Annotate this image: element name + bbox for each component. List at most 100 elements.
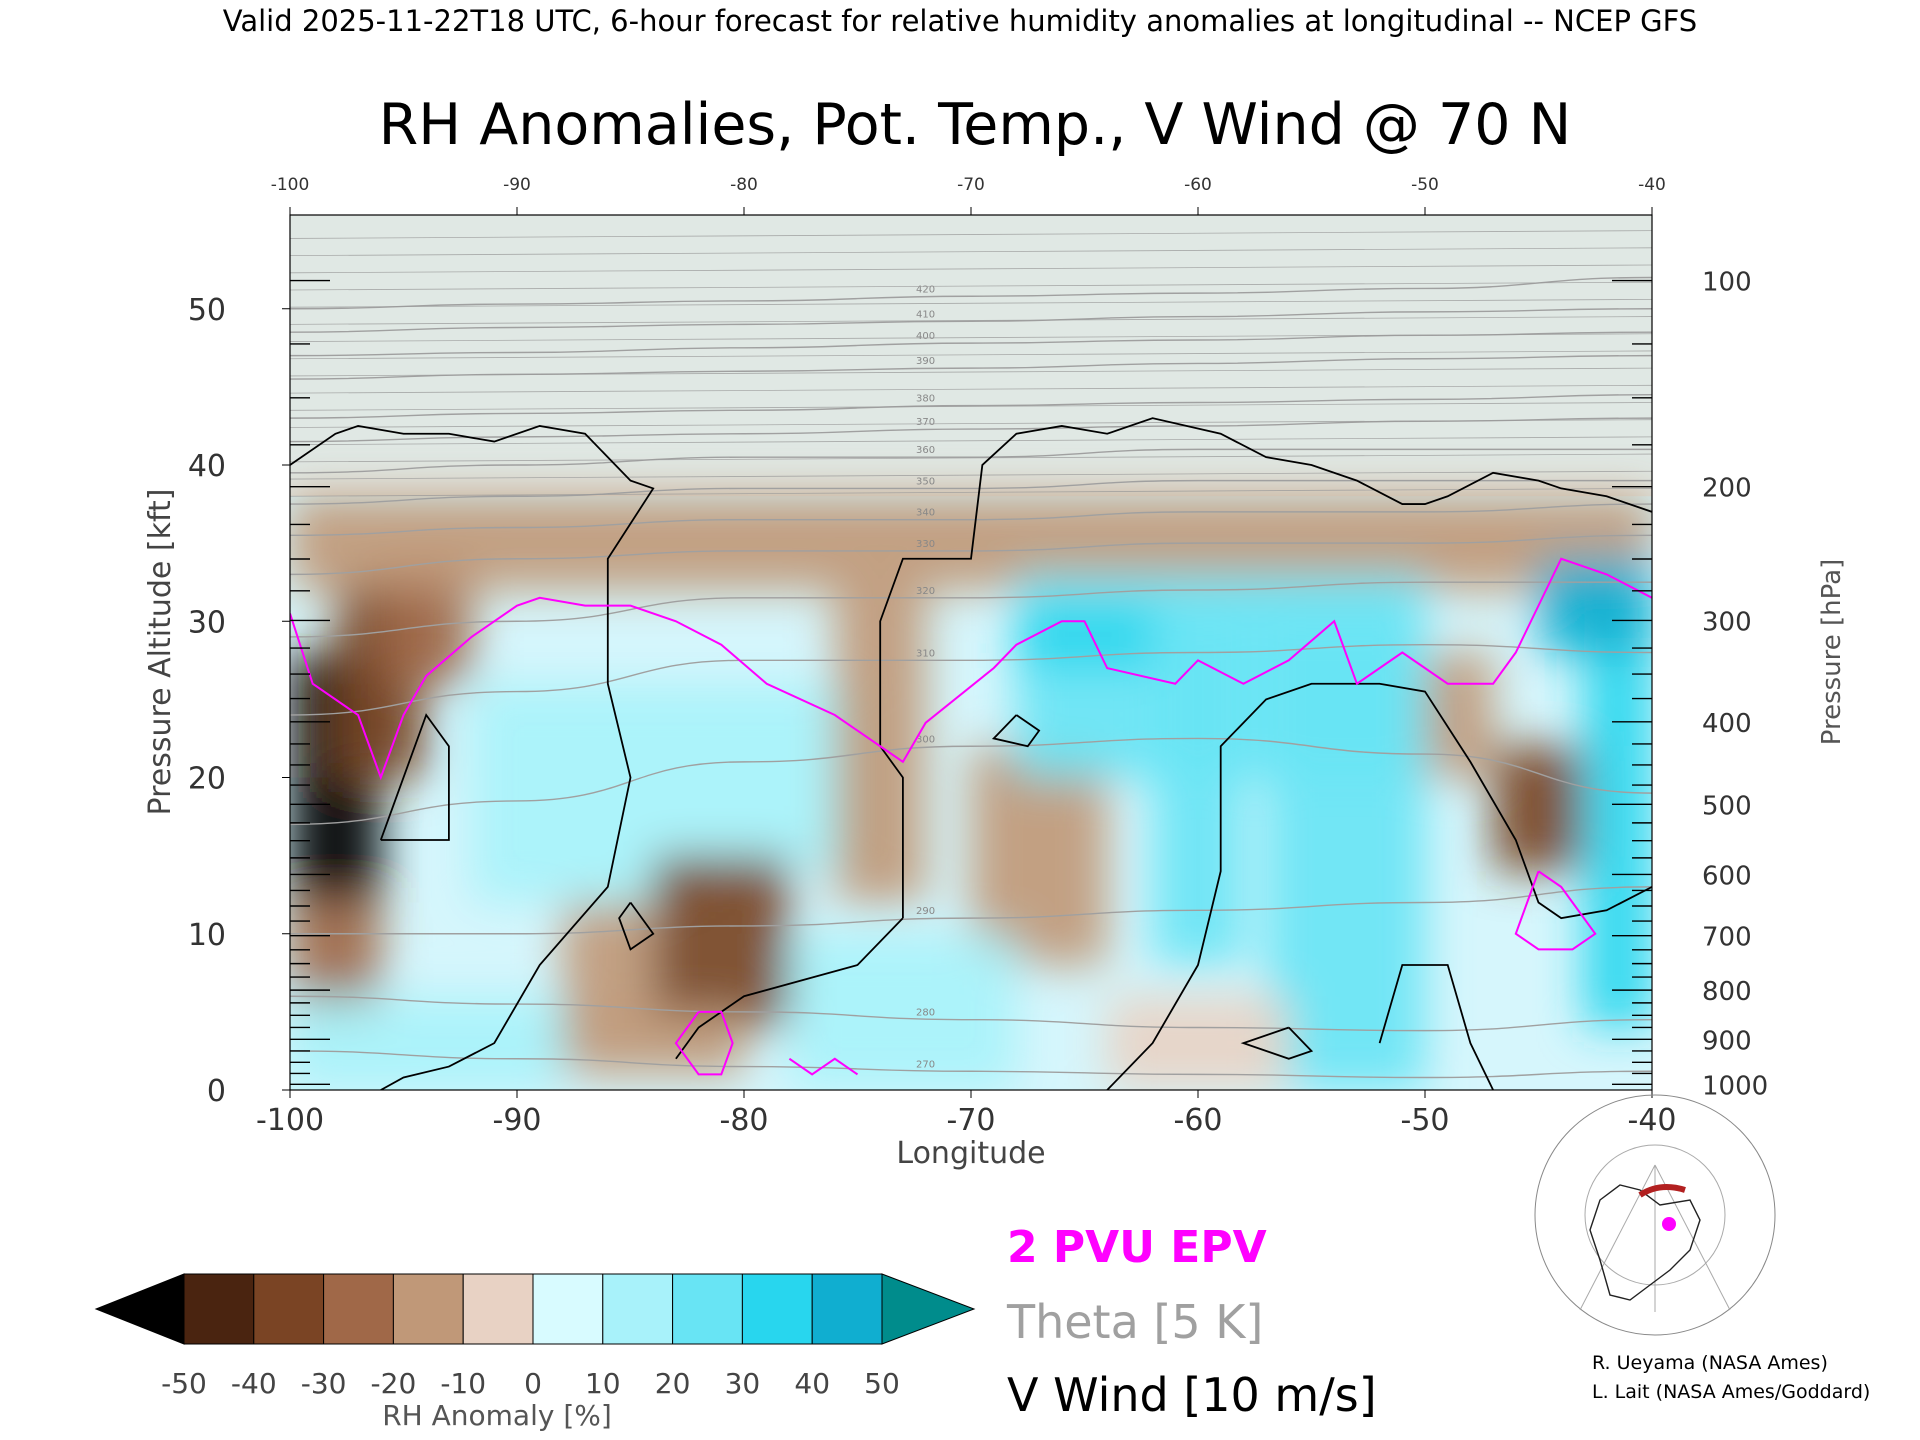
v-wind-line xyxy=(1240,1026,1314,1060)
x-tick-label: -60 xyxy=(1174,1103,1223,1138)
legend-vwind: V Wind [10 m/s] xyxy=(1007,1368,1377,1422)
y-tick-label: 10 xyxy=(188,918,226,953)
colorbar-segment xyxy=(672,1273,743,1345)
credit-line-1: R. Ueyama (NASA Ames) xyxy=(1592,1352,1828,1374)
theta-label: 320 xyxy=(916,586,935,597)
colorbar-segment xyxy=(392,1273,464,1345)
rh-cell xyxy=(1266,621,1425,1090)
epv-blob xyxy=(788,1057,859,1076)
theta-strat-line xyxy=(290,281,1652,291)
v-wind-line xyxy=(879,745,904,919)
colorbar-tick-label: 30 xyxy=(725,1367,761,1400)
colorbar-tick-label: -10 xyxy=(440,1367,486,1400)
theta-strat-line xyxy=(290,298,1652,308)
colorbar-segment xyxy=(741,1273,813,1345)
map-location-marker xyxy=(1662,1217,1676,1231)
epv-contours xyxy=(290,557,1652,1076)
colorbar: -50 -40 -30 -20 -10 0 10 20 30 40 50 xyxy=(94,1273,976,1400)
theta-strat-line xyxy=(290,402,1652,411)
theta-strat-line xyxy=(290,419,1652,428)
y-tick-label: 20 xyxy=(188,762,226,797)
theta-strat-line xyxy=(290,333,1652,342)
pressure-tick-label: 500 xyxy=(1702,791,1752,821)
theta-line xyxy=(290,308,1652,333)
epv-blob xyxy=(1514,870,1597,951)
colorbar-tick-label: 10 xyxy=(585,1367,621,1400)
pressure-tick-label: 700 xyxy=(1702,923,1752,953)
theta-label: 420 xyxy=(916,284,935,295)
upper-background xyxy=(290,215,1652,497)
chart-title: RH Anomalies, Pot. Temp., V Wind @ 70 N xyxy=(378,92,1572,158)
rh-cell xyxy=(1107,996,1289,1090)
colorbar-tick-label: -20 xyxy=(371,1367,417,1400)
colorbar-segment xyxy=(183,1273,255,1345)
x-top-tick-label: -90 xyxy=(503,175,531,195)
theta-strat-line xyxy=(290,264,1652,274)
rh-cell xyxy=(1152,621,1244,965)
theta-label: 380 xyxy=(916,394,935,405)
rh-cell xyxy=(971,746,1108,965)
theta-contours: 270 280 290 300 310 320 330 340 350 360 370 380 390 4… xyxy=(290,230,1652,1079)
v-wind-line xyxy=(379,713,450,841)
theta-line xyxy=(290,276,1652,310)
theta-line xyxy=(290,643,1652,716)
theta-label: 330 xyxy=(916,539,935,550)
theta-label: 410 xyxy=(916,309,935,320)
y2-axis-label: Pressure [hPa] xyxy=(1817,559,1847,746)
theta-label: 270 xyxy=(916,1059,935,1070)
x-top-tick-label: -50 xyxy=(1411,175,1439,195)
theta-strat-line xyxy=(290,470,1652,480)
pressure-tick-label: 600 xyxy=(1702,861,1752,891)
colorbar-segment xyxy=(532,1273,604,1345)
theta-strat-line xyxy=(290,384,1652,394)
x-tick-label: -50 xyxy=(1401,1103,1450,1138)
y-tick-label: 0 xyxy=(207,1074,226,1109)
theta-label: 360 xyxy=(916,445,935,456)
x-tick-label: -90 xyxy=(493,1103,542,1138)
pressure-tick-marks xyxy=(290,279,1652,1086)
theta-label: 400 xyxy=(916,331,935,342)
theta-line xyxy=(290,448,1652,474)
epv-line xyxy=(290,557,1652,781)
theta-line xyxy=(290,503,1652,537)
theta-line xyxy=(290,479,1652,505)
location-map xyxy=(1534,1094,1776,1336)
v-wind-line xyxy=(1106,682,1652,1090)
x-axis-label: Longitude xyxy=(896,1136,1045,1171)
colorbar-tick-label: -30 xyxy=(301,1367,347,1400)
x-tick-label: -70 xyxy=(947,1103,996,1138)
v-wind-line xyxy=(879,417,1652,747)
v-wind-line xyxy=(675,917,904,1060)
v-wind-line xyxy=(290,425,655,1090)
pressure-tick-label: 1000 xyxy=(1702,1071,1768,1101)
rh-cell xyxy=(562,1011,744,1075)
rh-cell xyxy=(1016,605,1153,669)
theta-line xyxy=(290,737,1652,826)
y-axis-label: Pressure Altitude [kft] xyxy=(143,489,178,816)
rh-cell xyxy=(653,855,790,1028)
x-top-tick-label: -70 xyxy=(957,175,985,195)
colorbar-high-arrow xyxy=(881,1273,976,1345)
colorbar-segment xyxy=(253,1273,325,1345)
theta-label: 390 xyxy=(916,356,935,367)
colorbar-tick-label: 40 xyxy=(794,1367,830,1400)
theta-label: 290 xyxy=(916,906,935,917)
colorbar-tick-label: -50 xyxy=(161,1367,207,1400)
pressure-tick-label: 400 xyxy=(1702,709,1752,739)
theta-strat-line xyxy=(290,367,1652,377)
x-top-tick-label: -80 xyxy=(730,175,758,195)
x-tick-label: -40 xyxy=(1628,1103,1677,1138)
y-tick-label: 50 xyxy=(188,293,226,328)
colorbar-segment xyxy=(323,1273,394,1345)
axes: -100 -90 -80 -70 -60 -50 -40 -100 -90 -80 -70 -60 -5… xyxy=(188,175,1768,1138)
x-top-tick-label: -100 xyxy=(271,175,310,195)
theta-strat-line xyxy=(290,436,1652,446)
theta-line xyxy=(290,1050,1652,1079)
pressure-tick-label: 800 xyxy=(1702,977,1752,1007)
theta-label: 310 xyxy=(916,648,935,659)
map-meridian-1 xyxy=(1579,1164,1656,1311)
v-wind-line xyxy=(991,714,1041,748)
theta-label: 280 xyxy=(916,1008,935,1019)
theta-label: 340 xyxy=(916,508,935,519)
